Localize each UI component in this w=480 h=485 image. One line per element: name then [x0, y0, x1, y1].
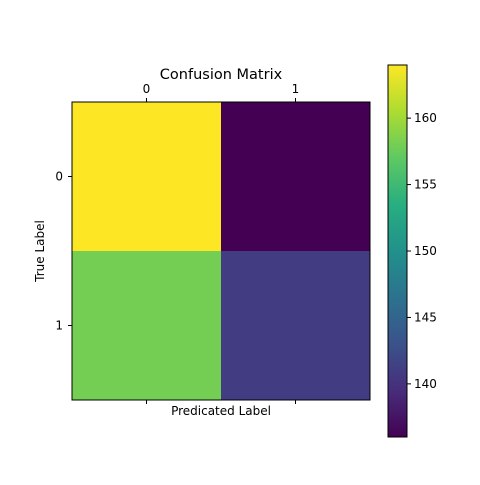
chart-title: Confusion Matrix: [160, 67, 283, 83]
colorbar-tick-label: 160: [414, 111, 437, 125]
colorbar-tick-label: 145: [414, 310, 437, 324]
y-tick-label: 1: [55, 319, 63, 333]
y-axis-label: True Label: [33, 220, 47, 283]
x-axis-label: Predicated Label: [171, 404, 271, 418]
heatmap-cell-0-1: [221, 102, 370, 251]
colorbar: [387, 64, 408, 438]
colorbar-ticks: 140 145 150 155 160: [407, 111, 437, 391]
x-tick-label: 0: [143, 82, 151, 96]
heatmap-cells: [72, 102, 370, 400]
colorbar-tick-label: 150: [414, 244, 437, 258]
x-tick-label: 1: [292, 82, 300, 96]
colorbar-tick-label: 140: [414, 377, 437, 391]
heatmap-cell-1-1: [221, 251, 370, 400]
y-tick-labels: 01: [55, 170, 72, 333]
heatmap-cell-0-0: [72, 102, 221, 251]
plot-frame: [71, 101, 371, 401]
y-tick-label: 0: [55, 170, 63, 184]
colorbar-tick-label: 155: [414, 178, 437, 192]
heatmap-cell-1-0: [72, 251, 221, 400]
